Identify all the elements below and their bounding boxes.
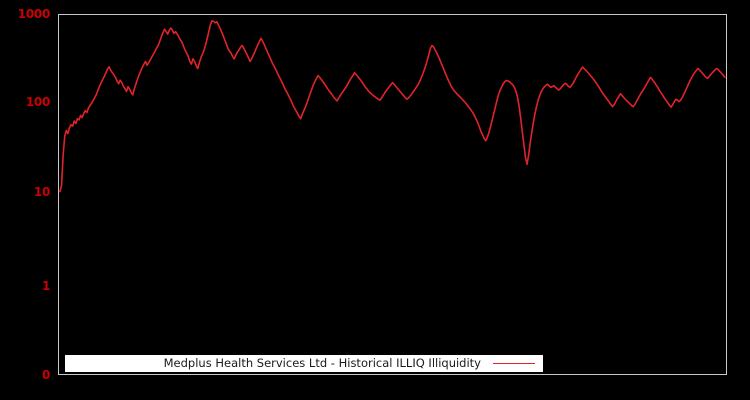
legend-label: Medplus Health Services Ltd - Historical… [163,355,481,370]
y-tick-label-100: 100 [25,95,50,109]
y-tick-label-1000: 1000 [17,7,51,21]
legend[interactable]: Medplus Health Services Ltd - Historical… [65,355,543,372]
y-tick-label-0: 0 [41,368,50,382]
y-axis: 1000 100 10 1 0 [0,0,56,400]
y-tick-label-1: 1 [41,279,50,293]
legend-line-sample [493,363,535,364]
y-tick-label-10: 10 [33,185,50,199]
plot-area [58,14,727,375]
